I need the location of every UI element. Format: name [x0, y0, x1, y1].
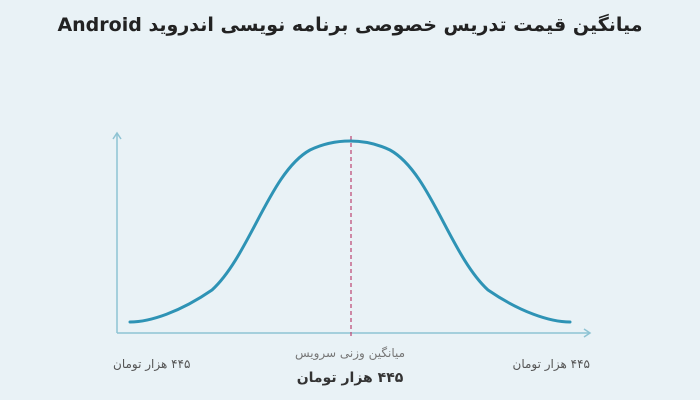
x-tick-right: ۴۴۵ هزار تومان [512, 357, 591, 371]
mean-label: میانگین وزنی سرویس [294, 346, 406, 360]
x-axis-arrow [583, 328, 592, 338]
x-tick-left: ۴۴۵ هزار تومان [113, 357, 191, 371]
y-axis-arrow [112, 131, 122, 140]
distribution-curve [128, 139, 572, 324]
chart-title: میانگین قیمت تدریس خصوصی برنامه نویسی ان… [57, 14, 643, 36]
mean-value: ۴۴۵ هزار تومان [296, 370, 404, 386]
